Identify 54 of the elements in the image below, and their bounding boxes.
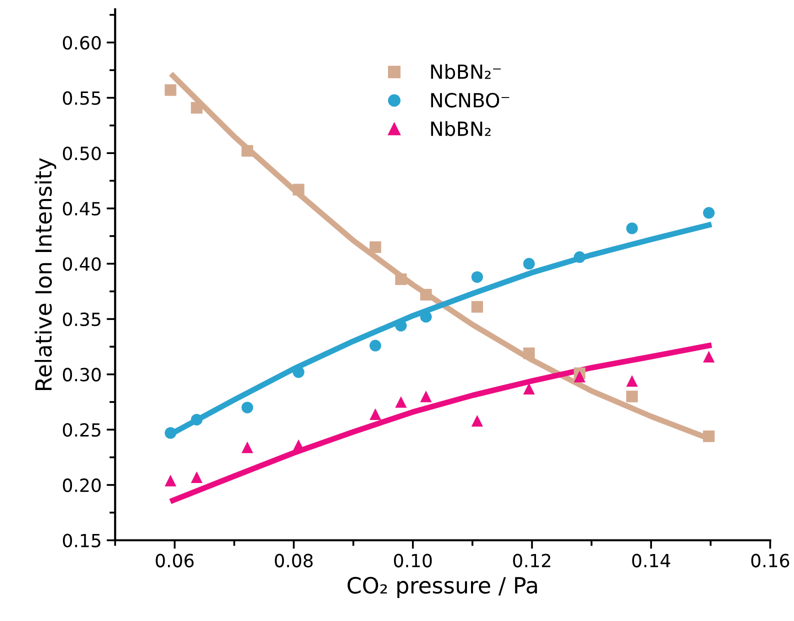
point <box>164 427 176 439</box>
x-axis-title: CO₂ pressure / Pa <box>348 576 537 598</box>
point <box>523 382 535 395</box>
y-axis-title: Relative Ion Intensity <box>34 158 56 390</box>
point <box>190 471 203 484</box>
y-tick-label: 0.60 <box>62 36 101 50</box>
y-tick-label: 0.50 <box>62 146 101 160</box>
point <box>292 184 304 196</box>
point <box>190 414 203 426</box>
point <box>574 251 586 263</box>
point <box>420 288 432 301</box>
y-tick-label: 0.15 <box>62 534 100 548</box>
point <box>703 430 715 442</box>
point <box>703 350 715 362</box>
point <box>420 390 432 402</box>
point <box>242 145 254 157</box>
point <box>626 390 638 402</box>
y-tick-label: 0.45 <box>62 202 100 216</box>
x-tick-label: 0.12 <box>513 554 550 568</box>
point <box>471 414 484 427</box>
point <box>471 271 484 283</box>
legend-label: NbBN₂⁻ <box>431 64 501 80</box>
x-tick-label: 0.10 <box>394 554 432 568</box>
point <box>370 408 382 420</box>
x-tick-label: 0.08 <box>274 554 313 568</box>
point <box>164 474 176 486</box>
point <box>292 366 304 378</box>
y-tick-label: 0.20 <box>62 478 101 492</box>
point <box>703 207 715 219</box>
point <box>523 348 535 360</box>
point <box>370 340 382 352</box>
point <box>471 301 484 313</box>
point <box>164 84 176 96</box>
point <box>242 442 254 454</box>
y-tick-label: 0.40 <box>62 257 101 271</box>
legend-label: NbBN₂ <box>431 121 491 136</box>
point <box>370 241 382 253</box>
point <box>626 375 638 387</box>
x-tick-label: 0.16 <box>751 554 790 568</box>
y-tick-label: 0.55 <box>62 91 100 105</box>
y-tick-label: 0.25 <box>62 423 100 437</box>
x-tick-label: 0.14 <box>632 554 670 568</box>
point <box>395 273 407 286</box>
legend-label: NCNBO⁻ <box>431 92 510 108</box>
point <box>574 370 586 382</box>
x-tick-label: 0.06 <box>156 554 194 568</box>
y-tick-label: 0.35 <box>62 312 100 326</box>
point <box>395 396 407 408</box>
point <box>420 311 432 323</box>
point <box>190 102 203 114</box>
y-tick-label: 0.30 <box>62 368 101 382</box>
point <box>242 402 254 414</box>
point <box>626 222 638 234</box>
point <box>523 258 535 270</box>
